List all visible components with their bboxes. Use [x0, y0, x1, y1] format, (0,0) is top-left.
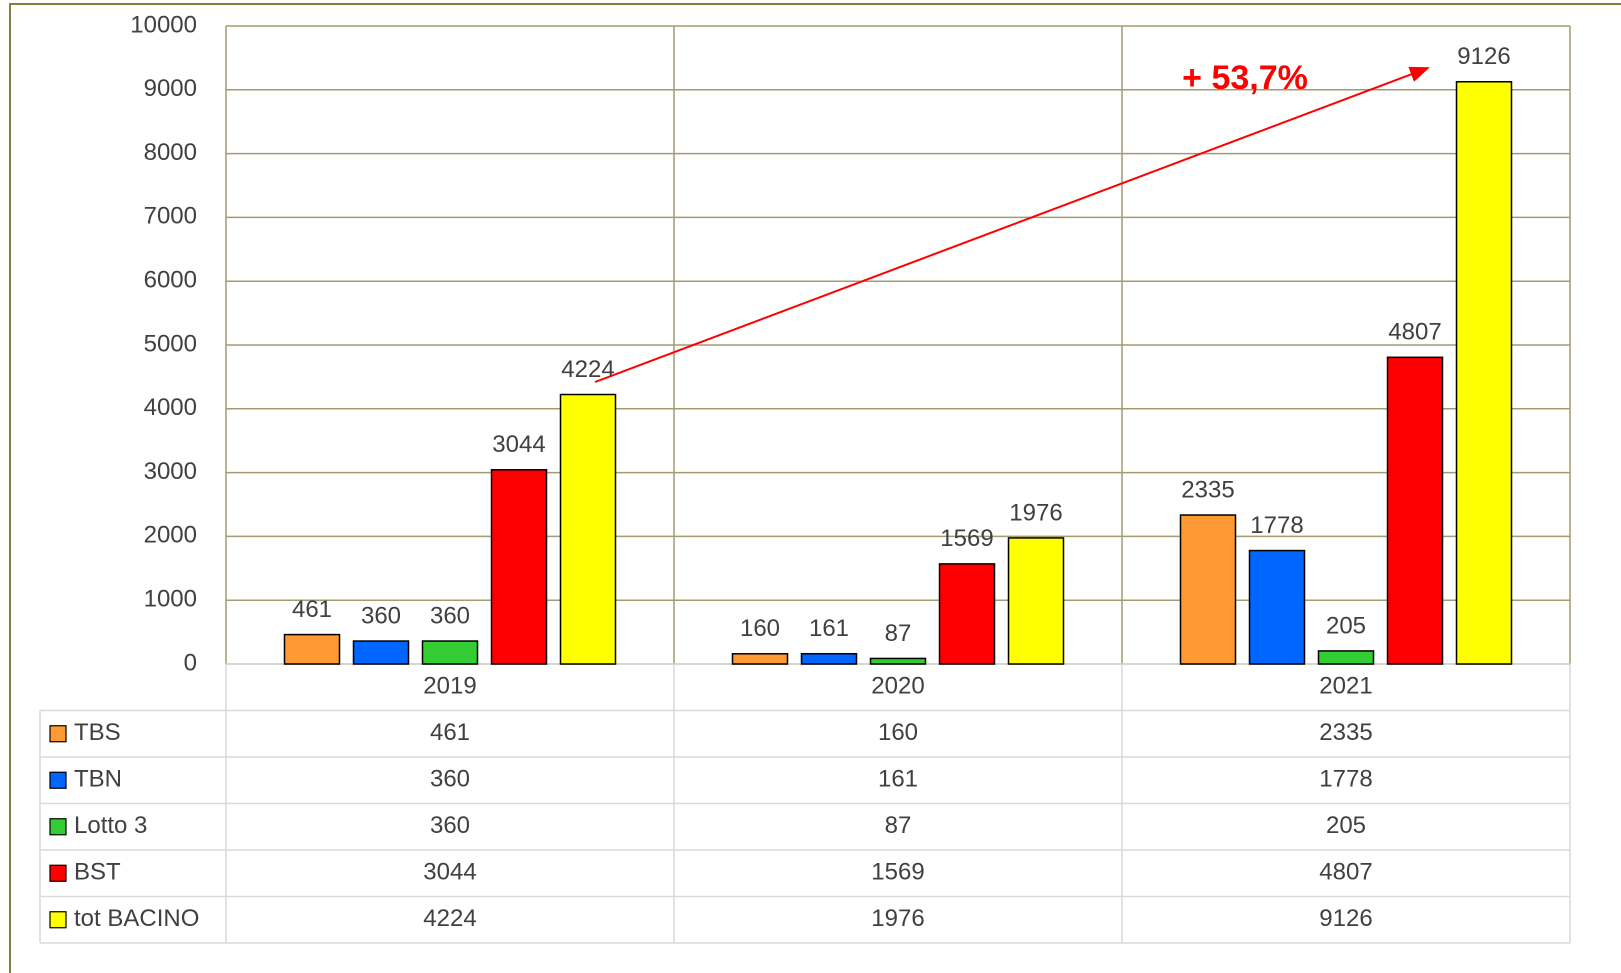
- table-cell: 87: [885, 812, 912, 839]
- x-tick-label: 2019: [423, 673, 476, 700]
- table-cell: 205: [1326, 812, 1366, 839]
- bar: [869, 657, 927, 665]
- data-label: 360: [430, 602, 470, 629]
- bar: [283, 633, 341, 665]
- table-cell: 3044: [423, 859, 476, 886]
- table-cell: 461: [430, 719, 470, 746]
- data-label: 360: [361, 602, 401, 629]
- bar: [938, 563, 996, 665]
- legend-key: [49, 725, 67, 743]
- legend-label: BST: [74, 859, 121, 886]
- bar: [1317, 650, 1375, 665]
- y-tick-label: 7000: [144, 203, 197, 230]
- data-label: 461: [292, 596, 332, 623]
- data-label: 4807: [1388, 319, 1441, 346]
- y-tick-label: 4000: [144, 394, 197, 421]
- table-cell: 1778: [1319, 766, 1372, 793]
- data-label: 1778: [1250, 512, 1303, 539]
- x-tick-label: 2020: [871, 673, 924, 700]
- legend-key: [49, 911, 67, 929]
- bar: [421, 640, 479, 665]
- table-cell: 4224: [423, 905, 476, 932]
- y-tick-label: 1000: [144, 586, 197, 613]
- y-tick-label: 2000: [144, 522, 197, 549]
- legend-label: TBN: [74, 766, 122, 793]
- y-tick-label: 10000: [130, 11, 197, 38]
- table-cell: 160: [878, 719, 918, 746]
- table-cell: 4807: [1319, 859, 1372, 886]
- data-label: 4224: [561, 356, 614, 383]
- data-label: 160: [740, 615, 780, 642]
- data-label: 87: [885, 620, 912, 647]
- bar: [1386, 356, 1444, 665]
- bar: [1248, 549, 1306, 665]
- legend-label: TBS: [74, 719, 121, 746]
- bar: [1179, 514, 1237, 665]
- y-tick-label: 6000: [144, 267, 197, 294]
- bar: [1007, 537, 1065, 665]
- bar: [800, 652, 858, 665]
- table-cell: 360: [430, 766, 470, 793]
- table-cell: 9126: [1319, 905, 1372, 932]
- data-label: 2335: [1181, 476, 1234, 503]
- data-label: 9126: [1457, 43, 1510, 70]
- growth-arrow: [594, 66, 1430, 383]
- bar: [352, 640, 410, 665]
- data-label: 1569: [940, 525, 993, 552]
- data-label: 205: [1326, 612, 1366, 639]
- table-cell: 1976: [871, 905, 924, 932]
- y-tick-label: 3000: [144, 458, 197, 485]
- y-tick-label: 0: [184, 649, 197, 676]
- table-cell: 360: [430, 812, 470, 839]
- data-label: 161: [809, 615, 849, 642]
- table-cell: 1569: [871, 859, 924, 886]
- table-cell: 2335: [1319, 719, 1372, 746]
- legend-key: [49, 864, 67, 882]
- bar: [1455, 81, 1513, 665]
- annotation: + 53,7%: [1182, 59, 1308, 97]
- bar: [731, 653, 789, 665]
- chart-frame: [9, 3, 1621, 973]
- legend-key: [49, 818, 67, 836]
- legend-label: tot BACINO: [74, 905, 199, 932]
- table-cell: 161: [878, 766, 918, 793]
- x-tick-label: 2021: [1319, 673, 1372, 700]
- y-tick-label: 8000: [144, 139, 197, 166]
- bar: [559, 393, 617, 665]
- data-label: 3044: [492, 431, 545, 458]
- legend-label: Lotto 3: [74, 812, 147, 839]
- y-tick-label: 9000: [144, 75, 197, 102]
- bar: [490, 469, 548, 665]
- y-tick-label: 5000: [144, 330, 197, 357]
- data-label: 1976: [1009, 499, 1062, 526]
- legend-key: [49, 771, 67, 789]
